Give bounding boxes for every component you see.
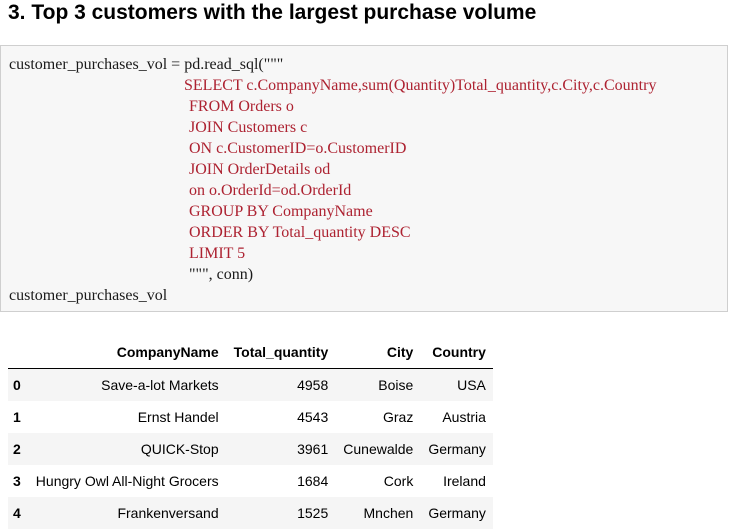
code-line-sql: FROM Orders o	[189, 98, 294, 115]
cell-companyname: Ernst Handel	[137, 409, 219, 425]
cell-city: Mnchen	[363, 505, 414, 521]
cell-city: Cork	[383, 473, 414, 489]
code-line: customer_purchases_vol	[9, 287, 168, 304]
row-index: 2	[13, 441, 21, 457]
table-row: 3 Hungry Owl All-Night Grocers 1684 Cork…	[8, 465, 493, 497]
code-line-sql: ORDER BY Total_quantity DESC	[189, 224, 411, 241]
code-line-sql: LIMIT 5	[189, 245, 246, 262]
cell-country: Austria	[442, 409, 486, 425]
cell-city: Graz	[382, 409, 414, 425]
cell-companyname: QUICK-Stop	[140, 441, 219, 457]
row-index: 0	[13, 377, 21, 393]
table-row: 4 Frankenversand 1525 Mnchen Germany	[8, 497, 493, 529]
code-line-sql: on o.OrderId=od.OrderId	[189, 182, 352, 199]
cell-country: Germany	[428, 441, 486, 457]
cell-country: Germany	[428, 505, 486, 521]
code-line-sql: JOIN Customers c	[189, 119, 308, 136]
cell-country: USA	[457, 377, 486, 393]
table-row: 1 Ernst Handel 4543 Graz Austria	[8, 401, 493, 433]
cell-companyname: Save-a-lot Markets	[101, 377, 219, 393]
row-index: 4	[13, 505, 21, 521]
code-line-sql: SELECT c.CompanyName,sum(Quantity)Total_…	[184, 77, 657, 94]
cell-city: Cunewalde	[343, 441, 414, 457]
code-line-sql: GROUP BY CompanyName	[189, 203, 373, 220]
table-header-row: CompanyName Total_quantity City Country	[8, 336, 493, 369]
column-header-country: Country	[420, 336, 493, 369]
code-line: customer_purchases_vol = pd.read_sql("""	[9, 56, 284, 73]
column-header-city: City	[335, 336, 421, 369]
code-line: """, conn)	[189, 266, 254, 283]
index-header	[8, 336, 28, 369]
cell-total-quantity: 1684	[297, 473, 329, 489]
cell-city: Boise	[378, 377, 414, 393]
dataframe-output: CompanyName Total_quantity City Country …	[8, 336, 493, 529]
code-line-sql: JOIN OrderDetails od	[189, 161, 331, 178]
code-cell[interactable]: customer_purchases_vol = pd.read_sql("""…	[0, 45, 728, 312]
row-index: 1	[13, 409, 21, 425]
cell-companyname: Frankenversand	[117, 505, 219, 521]
row-index: 3	[13, 473, 21, 489]
code-line-sql: ON c.CustomerID=o.CustomerID	[189, 140, 407, 157]
column-header-total-quantity: Total_quantity	[225, 336, 336, 369]
cell-total-quantity: 4543	[297, 409, 329, 425]
table-row: 0 Save-a-lot Markets 4958 Boise USA	[8, 368, 493, 401]
table-row: 2 QUICK-Stop 3961 Cunewalde Germany	[8, 433, 493, 465]
section-heading: 3. Top 3 customers with the largest purc…	[8, 1, 537, 24]
cell-total-quantity: 1525	[297, 505, 329, 521]
cell-country: Ireland	[443, 473, 486, 489]
cell-total-quantity: 4958	[297, 377, 329, 393]
cell-companyname: Hungry Owl All-Night Grocers	[35, 473, 219, 489]
cell-total-quantity: 3961	[297, 441, 329, 457]
column-header-companyname: CompanyName	[27, 336, 226, 369]
